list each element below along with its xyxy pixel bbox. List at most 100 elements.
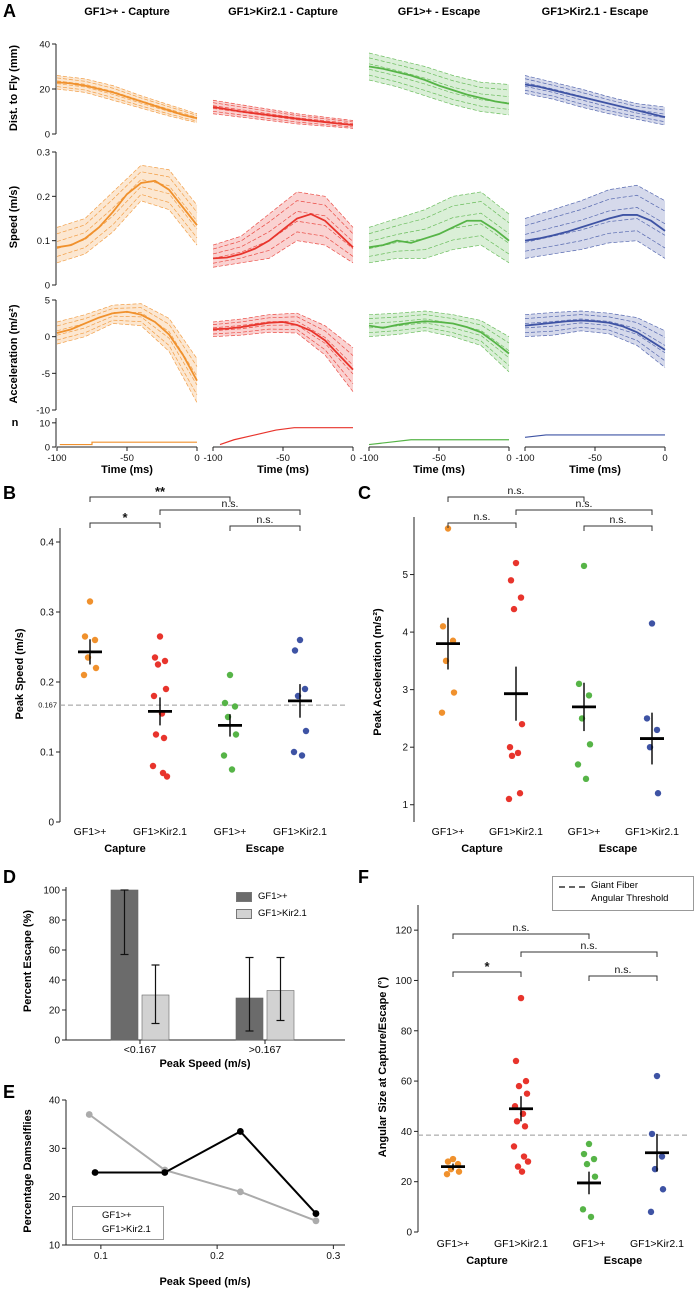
- data-point: [653, 726, 661, 734]
- data-point: [510, 1143, 518, 1150]
- trial-trace: [212, 331, 354, 392]
- significance-bracket: [452, 971, 522, 977]
- data-point: [291, 647, 299, 654]
- data-point: [514, 749, 522, 757]
- y-tick-label: 0.4: [40, 538, 54, 549]
- y-tick-label: 5: [45, 296, 50, 307]
- trial-trace: [368, 57, 510, 91]
- data-point: [149, 762, 157, 770]
- trial-trace: [212, 191, 354, 246]
- trial-trace: [212, 320, 354, 366]
- data-point: [520, 1153, 528, 1160]
- panelE-xlabel: Peak Speed (m/s): [159, 1276, 251, 1288]
- significance-label: *: [122, 510, 128, 525]
- y-tick-label: 0.3: [40, 608, 54, 619]
- trial-trace: [368, 330, 510, 373]
- trial-trace: [212, 312, 354, 348]
- panelA-col2-title: GF1>Kir2.1 - Capture: [228, 6, 338, 18]
- confidence-band: [525, 311, 665, 368]
- panelF-group-2: GF1>Kir2.1: [494, 1238, 548, 1250]
- x-tick-label: -50: [588, 453, 602, 464]
- data-point: [85, 1111, 93, 1118]
- mean-line: [368, 320, 510, 355]
- data-point: [162, 685, 170, 693]
- panelD-legend-gf1: GF1>+: [258, 891, 288, 902]
- trial-trace: [212, 99, 354, 121]
- trial-trace: [56, 307, 198, 367]
- threshold-label: 0.167: [38, 701, 57, 710]
- significance-bracket: [229, 525, 301, 531]
- data-point: [522, 1077, 530, 1085]
- y-tick-label: 30: [49, 1144, 61, 1155]
- y-tick-label: 20: [49, 1006, 61, 1017]
- trial-trace: [524, 330, 666, 368]
- panelF-ylabel: Angular Size at Capture/Escape (°): [377, 976, 389, 1158]
- data-point: [91, 636, 99, 644]
- data-point: [302, 727, 310, 735]
- y-tick-label: 60: [49, 946, 61, 957]
- panelE-legend-kir: GF1>Kir2.1: [102, 1224, 151, 1235]
- data-point: [221, 699, 229, 707]
- panelF-legend-box: Giant Fiber Angular Threshold: [552, 876, 694, 911]
- panelC-group-3: GF1>+: [567, 826, 601, 838]
- mean-line: [212, 213, 354, 260]
- y-tick-label: 0.2: [37, 192, 50, 203]
- confidence-band: [525, 185, 665, 259]
- y-tick-label: 0: [45, 130, 50, 141]
- data-point: [580, 562, 588, 570]
- panelA-xlabel-4: Time (ms): [569, 464, 621, 476]
- data-point: [658, 1153, 666, 1160]
- y-tick-label: 10: [49, 1241, 61, 1252]
- panelD-xlabel: Peak Speed (m/s): [159, 1058, 251, 1070]
- x-tick-label: -100: [515, 453, 534, 464]
- panelC-condition-capture: Capture: [461, 843, 503, 855]
- data-point: [81, 633, 89, 640]
- data-point: [574, 761, 582, 768]
- trial-trace: [368, 52, 510, 85]
- trial-trace: [524, 207, 666, 235]
- data-point: [444, 1158, 452, 1165]
- trial-trace: [524, 89, 666, 123]
- x-tick-label: 0.3: [326, 1251, 340, 1262]
- data-point: [151, 654, 159, 661]
- trial-trace: [212, 316, 354, 356]
- y-tick-label: 20: [39, 85, 50, 96]
- y-tick-label: 0.2: [40, 678, 54, 689]
- data-point: [450, 689, 458, 696]
- panelB-group-2: GF1>Kir2.1: [133, 826, 187, 838]
- data-point: [590, 1155, 598, 1163]
- x-tick-label: -100: [203, 453, 222, 464]
- confidence-band: [213, 313, 353, 392]
- data-point: [449, 1155, 457, 1163]
- significance-label: n.s.: [581, 940, 598, 952]
- data-point: [506, 743, 514, 751]
- mean-line: [56, 310, 198, 382]
- data-point: [152, 731, 160, 738]
- trial-trace: [212, 211, 354, 255]
- trial-trace: [56, 323, 198, 403]
- data-point: [512, 559, 520, 567]
- significance-label: n.s.: [474, 511, 491, 523]
- x-tick-label: -50: [120, 453, 134, 464]
- significance-bracket: [588, 975, 658, 981]
- trial-trace: [368, 326, 510, 366]
- data-point: [585, 692, 593, 699]
- trial-trace: [212, 200, 354, 250]
- y-tick-label: -5: [42, 369, 50, 380]
- confidence-band: [369, 53, 509, 115]
- panelE-legend-box: [72, 1206, 164, 1240]
- significance-label: n.s.: [615, 964, 632, 976]
- y-tick-label: 0.1: [40, 748, 54, 759]
- mean-line: [524, 319, 666, 351]
- trial-trace: [368, 74, 510, 110]
- y-tick-label: 80: [49, 916, 61, 927]
- trial-trace: [212, 105, 354, 124]
- significance-bracket: [159, 509, 301, 515]
- data-point: [518, 1168, 526, 1175]
- y-tick-label: 1: [402, 800, 408, 811]
- trial-trace: [56, 88, 198, 124]
- y-tick-label: 100: [395, 976, 412, 987]
- data-point: [161, 657, 169, 665]
- data-point: [585, 1140, 593, 1148]
- y-tick-label: 60: [401, 1077, 413, 1088]
